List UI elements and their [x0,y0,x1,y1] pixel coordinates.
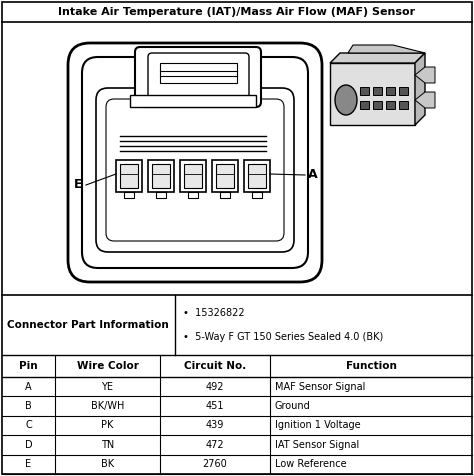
Text: C: C [25,420,32,430]
Bar [244,160,270,192]
Bar [120,164,138,188]
FancyBboxPatch shape [82,57,308,268]
Text: A: A [25,382,32,392]
Polygon shape [330,53,425,63]
Text: Ground: Ground [275,401,311,411]
Text: Ignition 1 Voltage: Ignition 1 Voltage [275,420,361,430]
FancyBboxPatch shape [148,53,249,99]
Bar [399,87,408,95]
Bar [216,164,234,188]
Bar [248,164,266,188]
Bar [188,192,198,198]
Bar [220,192,230,198]
Bar [148,160,174,192]
Text: •  5-Way F GT 150 Series Sealed 4.0 (BK): • 5-Way F GT 150 Series Sealed 4.0 (BK) [183,332,383,342]
Polygon shape [415,92,435,108]
Text: D: D [25,440,32,450]
Bar [152,164,170,188]
Text: 472: 472 [206,440,224,450]
Bar [252,192,262,198]
Bar [156,192,166,198]
Text: Function: Function [346,361,396,371]
Bar [386,87,395,95]
Text: TN: TN [101,440,114,450]
Text: PK: PK [101,420,114,430]
Text: B: B [25,401,32,411]
Text: 439: 439 [206,420,224,430]
Bar [212,160,238,192]
Text: Pin: Pin [19,361,38,371]
Bar [373,101,382,109]
Text: BK: BK [101,459,114,469]
Text: 451: 451 [206,401,224,411]
Bar [124,192,134,198]
Text: E: E [74,178,82,191]
Text: Wire Color: Wire Color [77,361,138,371]
Bar [360,87,369,95]
FancyBboxPatch shape [96,88,294,252]
Polygon shape [348,45,425,53]
FancyBboxPatch shape [68,43,322,282]
Text: 2760: 2760 [202,459,228,469]
Text: A: A [308,169,318,181]
Bar [373,87,382,95]
Text: IAT Sensor Signal: IAT Sensor Signal [275,440,359,450]
Text: E: E [26,459,32,469]
Bar [184,164,202,188]
Text: Intake Air Temperature (IAT)/Mass Air Flow (MAF) Sensor: Intake Air Temperature (IAT)/Mass Air Fl… [58,7,416,17]
FancyBboxPatch shape [106,99,284,241]
Polygon shape [330,63,415,125]
Ellipse shape [335,85,357,115]
Bar [360,101,369,109]
Text: BK/WH: BK/WH [91,401,124,411]
Bar [116,160,142,192]
Bar [160,63,237,83]
Text: Low Reference: Low Reference [275,459,346,469]
FancyBboxPatch shape [135,47,261,107]
Text: •  15326822: • 15326822 [183,308,245,318]
Bar [180,160,206,192]
Text: Connector Part Information: Connector Part Information [7,320,169,330]
Bar [386,101,395,109]
Polygon shape [415,53,425,125]
Polygon shape [415,67,435,83]
Text: Circuit No.: Circuit No. [184,361,246,371]
Bar [130,95,256,107]
Text: MAF Sensor Signal: MAF Sensor Signal [275,382,365,392]
Text: YE: YE [101,382,113,392]
Text: 492: 492 [206,382,224,392]
Bar [399,101,408,109]
